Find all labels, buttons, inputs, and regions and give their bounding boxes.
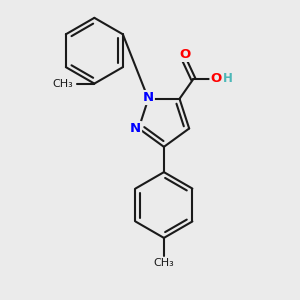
Text: H: H — [223, 72, 233, 85]
Text: N: N — [130, 122, 141, 135]
Text: O: O — [210, 72, 222, 85]
Text: CH₃: CH₃ — [154, 257, 174, 268]
Text: CH₃: CH₃ — [53, 79, 74, 88]
Text: O: O — [179, 48, 190, 61]
Text: N: N — [143, 91, 154, 104]
